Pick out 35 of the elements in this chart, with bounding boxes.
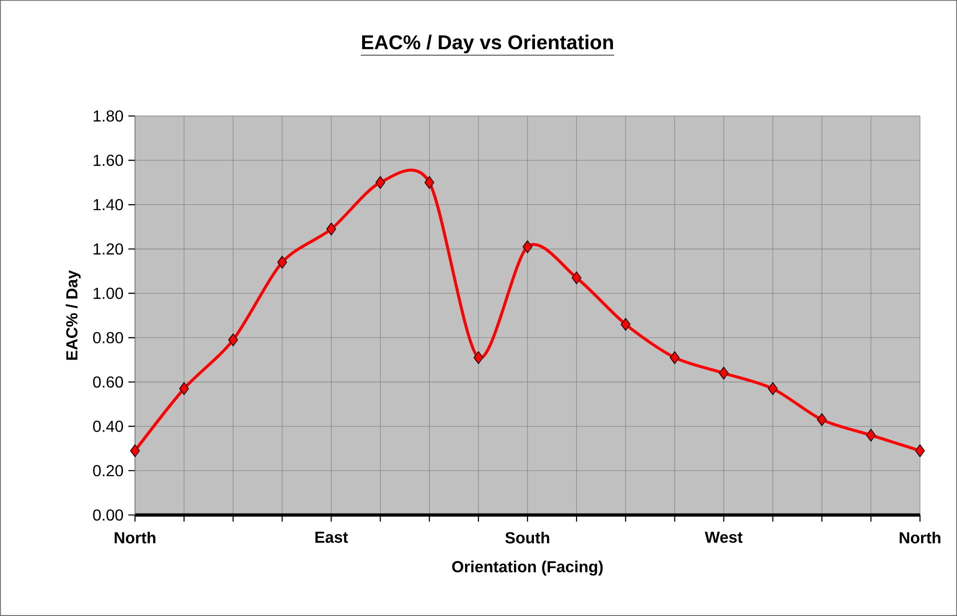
point bbox=[915, 444, 925, 458]
x-tick-label: East bbox=[315, 532, 348, 543]
point bbox=[179, 382, 189, 396]
point bbox=[375, 176, 386, 189]
point bbox=[326, 222, 336, 236]
point bbox=[572, 271, 582, 284]
y-tick-label: 1.80 bbox=[94, 110, 124, 122]
point bbox=[816, 413, 827, 426]
point bbox=[130, 444, 140, 458]
y-axis-title: EAC% / Day bbox=[66, 270, 81, 360]
x-tick-label: South bbox=[505, 532, 550, 544]
point bbox=[718, 366, 729, 380]
y-tick-label: 0.80 bbox=[93, 332, 124, 344]
y-tick-label: 0.00 bbox=[93, 509, 124, 521]
y-tick-label: 1.20 bbox=[94, 243, 124, 255]
y-tick-label: 0.60 bbox=[93, 376, 124, 388]
point bbox=[277, 256, 288, 269]
y-tick-label: 1.40 bbox=[94, 198, 124, 210]
point bbox=[670, 351, 680, 364]
x-tick-label: West bbox=[704, 532, 743, 543]
y-tick-label: 1.60 bbox=[94, 154, 124, 166]
point bbox=[620, 318, 631, 331]
chart-title: EAC% / Day vs Orientation bbox=[362, 34, 613, 54]
point bbox=[866, 428, 876, 442]
point bbox=[228, 333, 238, 346]
point bbox=[768, 382, 778, 396]
point bbox=[424, 176, 434, 189]
point bbox=[522, 240, 532, 254]
y-tick-label: 1.00 bbox=[94, 288, 124, 299]
point bbox=[474, 351, 484, 364]
x-axis-title: Orientation (Facing) bbox=[452, 560, 603, 576]
x-tick-label: North bbox=[900, 532, 940, 544]
y-tick-label: 0.20 bbox=[93, 464, 124, 476]
y-tick-label: 0.40 bbox=[93, 420, 124, 432]
x-tick-label: North bbox=[114, 532, 156, 544]
